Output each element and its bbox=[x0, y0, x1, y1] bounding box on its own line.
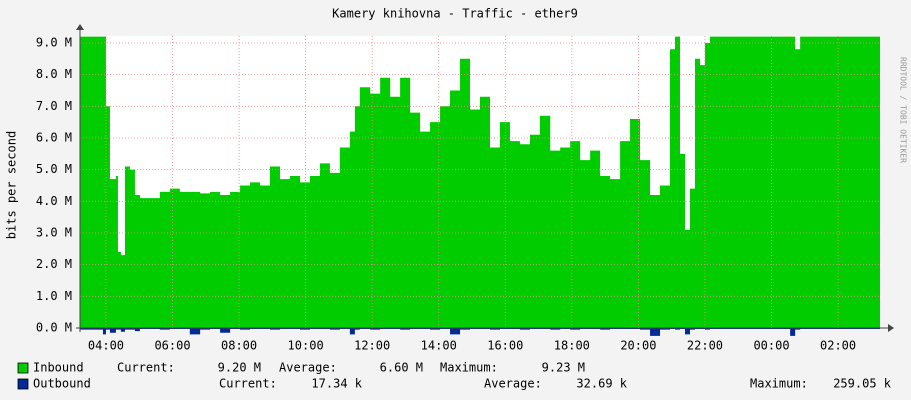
x-tick-label: 22:00 bbox=[687, 339, 723, 353]
legend-swatch bbox=[17, 378, 29, 390]
legend-stat-label: Maximum: bbox=[440, 361, 498, 375]
legend-label: Outbound bbox=[33, 377, 91, 391]
legend-stat-label: Current: bbox=[219, 377, 277, 391]
y-tick-label: 7.0 M bbox=[36, 99, 72, 113]
legend-stat-label: Average: bbox=[279, 361, 337, 375]
watermark: RRDTOOL / TOBI OETIKER bbox=[899, 57, 908, 163]
legend-stat-value: 32.69 k bbox=[576, 377, 627, 391]
x-axis-arrow bbox=[888, 324, 894, 332]
x-tick-label: 08:00 bbox=[221, 339, 257, 353]
y-tick-label: 0.0 M bbox=[36, 321, 72, 335]
area-0 bbox=[80, 36, 880, 328]
legend-stat-value: 9.23 M bbox=[542, 361, 585, 375]
legend-swatch bbox=[17, 362, 29, 374]
y-tick-label: 5.0 M bbox=[36, 162, 72, 176]
plot bbox=[80, 36, 880, 336]
x-tick-label: 12:00 bbox=[354, 339, 390, 353]
x-tick-label: 04:00 bbox=[88, 339, 124, 353]
y-axis-arrow bbox=[76, 24, 84, 30]
x-tick-label: 02:00 bbox=[820, 339, 856, 353]
x-tick-label: 14:00 bbox=[421, 339, 457, 353]
x-tick-label: 20:00 bbox=[620, 339, 656, 353]
legend-stat-value: 6.60 M bbox=[380, 361, 423, 375]
legend-stat-label: Current: bbox=[117, 361, 175, 375]
x-tick-label: 18:00 bbox=[554, 339, 590, 353]
x-tick-label: 06:00 bbox=[154, 339, 190, 353]
legend-stat-value: 9.20 M bbox=[218, 361, 261, 375]
legend-stat-value: 259.05 k bbox=[833, 377, 892, 391]
x-tick-label: 16:00 bbox=[487, 339, 523, 353]
y-tick-label: 4.0 M bbox=[36, 194, 72, 208]
y-tick-label: 9.0 M bbox=[36, 35, 72, 49]
y-tick-label: 6.0 M bbox=[36, 130, 72, 144]
legend-stat-label: Maximum: bbox=[750, 377, 808, 391]
legend-stat-label: Average: bbox=[484, 377, 542, 391]
y-tick-label: 3.0 M bbox=[36, 225, 72, 239]
chart-title: Kamery knihovna - Traffic - ether9 bbox=[332, 7, 578, 21]
y-axis-label: bits per second bbox=[5, 131, 19, 239]
legend-label: Inbound bbox=[33, 361, 84, 375]
legend-stat-value: 17.34 k bbox=[311, 377, 362, 391]
x-tick-label: 00:00 bbox=[753, 339, 789, 353]
x-tick-label: 10:00 bbox=[288, 339, 324, 353]
y-tick-label: 2.0 M bbox=[36, 257, 72, 271]
y-tick-label: 8.0 M bbox=[36, 67, 72, 81]
y-tick-label: 1.0 M bbox=[36, 289, 72, 303]
area-1 bbox=[80, 328, 880, 336]
